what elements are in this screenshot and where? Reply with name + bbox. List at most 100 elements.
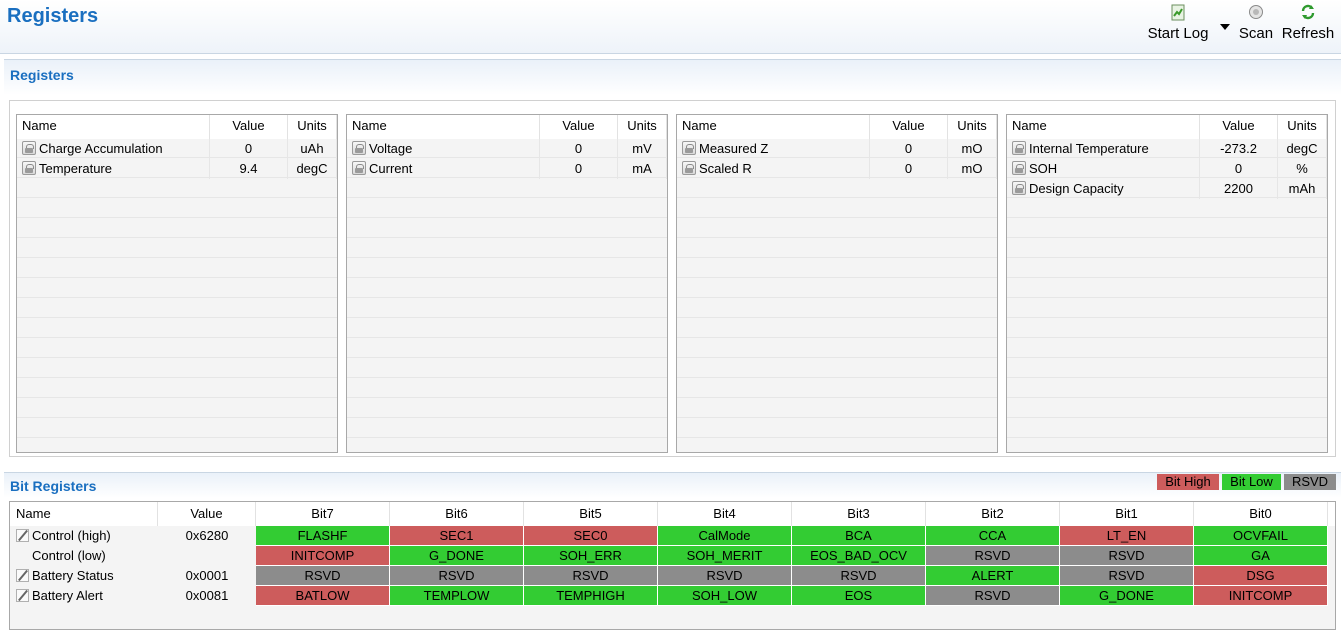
register-table-1[interactable]: Name Value Units Charge Accumulation 0 u…	[16, 114, 338, 453]
refresh-label: Refresh	[1281, 25, 1335, 42]
bit-cell[interactable]: SEC0	[524, 526, 658, 546]
table-row[interactable]: Design Capacity 2200 mAh	[1007, 179, 1327, 199]
table-row[interactable]: Scaled R 0 mO	[677, 159, 997, 179]
bit-cell[interactable]: SOH_MERIT	[658, 546, 792, 566]
bit-cell[interactable]: RSVD	[792, 566, 926, 586]
lock-icon	[352, 141, 366, 155]
bit-cell[interactable]: EOS	[792, 586, 926, 606]
bit-cell[interactable]: BCA	[792, 526, 926, 546]
table-row[interactable]: Measured Z 0 mO	[677, 139, 997, 159]
bit-cell[interactable]: RSVD	[1060, 566, 1194, 586]
register-units: mO	[948, 139, 997, 159]
column-header-bit1[interactable]: Bit1	[1060, 502, 1194, 526]
bit-cell[interactable]: RSVD	[1060, 546, 1194, 566]
column-header-value[interactable]: Value	[870, 115, 948, 139]
table-row[interactable]: SOH 0 %	[1007, 159, 1327, 179]
column-header-units[interactable]: Units	[948, 115, 997, 139]
bit-cell[interactable]: TEMPLOW	[390, 586, 524, 606]
table-row[interactable]: Internal Temperature -273.2 degC	[1007, 139, 1327, 159]
bit-cell[interactable]: G_DONE	[390, 546, 524, 566]
bit-cell[interactable]: RSVD	[524, 566, 658, 586]
column-header-value[interactable]: Value	[540, 115, 618, 139]
column-header-bit6[interactable]: Bit6	[390, 502, 524, 526]
bit-cell[interactable]: GA	[1194, 546, 1328, 566]
register-name: Voltage	[369, 141, 413, 156]
column-header-name[interactable]: Name	[347, 115, 540, 139]
column-header-value[interactable]: Value	[1200, 115, 1278, 139]
table-row[interactable]: Control (low) INITCOMP G_DONE SOH_ERR SOH_ME…	[10, 546, 1335, 566]
bit-cell[interactable]: ALERT	[926, 566, 1060, 586]
edit-icon[interactable]	[16, 569, 29, 582]
table-row[interactable]: Temperature 9.4 degC	[17, 159, 337, 179]
register-table-4[interactable]: Name Value Units Internal Temperature -2…	[1006, 114, 1328, 453]
start-log-button[interactable]: Start Log	[1144, 4, 1212, 42]
refresh-button[interactable]: Refresh	[1278, 4, 1338, 42]
register-name-cell: Current	[347, 159, 540, 179]
column-header-units[interactable]: Units	[1278, 115, 1327, 139]
column-header-bit4[interactable]: Bit4	[658, 502, 792, 526]
bit-cell[interactable]: INITCOMP	[1194, 586, 1328, 606]
lock-icon	[1012, 181, 1026, 195]
register-name-cell: SOH	[1007, 159, 1200, 179]
register-name: Temperature	[39, 161, 112, 176]
edit-icon[interactable]	[16, 589, 29, 602]
column-header-name[interactable]: Name	[677, 115, 870, 139]
column-header-name[interactable]: Name	[1007, 115, 1200, 139]
column-header-value[interactable]: Value	[210, 115, 288, 139]
register-units: mA	[618, 159, 667, 179]
column-header-value[interactable]: Value	[158, 502, 256, 526]
table-row[interactable]: Battery Status 0x0001 RSVD RSVD RSVD RSVD RSVD…	[10, 566, 1335, 586]
register-value: -273.2	[1200, 139, 1278, 159]
column-header-units[interactable]: Units	[288, 115, 337, 139]
register-name: Charge Accumulation	[39, 141, 163, 156]
bit-cell[interactable]: RSVD	[926, 546, 1060, 566]
column-header-bit3[interactable]: Bit3	[792, 502, 926, 526]
edit-icon[interactable]	[16, 529, 29, 542]
bit-register-name: Battery Status	[32, 568, 114, 583]
column-header-bit7[interactable]: Bit7	[256, 502, 390, 526]
bit-cell[interactable]: FLASHF	[256, 526, 390, 546]
table-row[interactable]: Current 0 mA	[347, 159, 667, 179]
column-header-bit0[interactable]: Bit0	[1194, 502, 1328, 526]
bit-cell[interactable]: CalMode	[658, 526, 792, 546]
register-value: 0	[540, 159, 618, 179]
lock-icon	[22, 161, 36, 175]
scan-button[interactable]: Scan	[1236, 4, 1276, 42]
table-row[interactable]: Battery Alert 0x0081 BATLOW TEMPLOW TEMPHIGH…	[10, 586, 1335, 606]
bit-cell[interactable]: EOS_BAD_OCV	[792, 546, 926, 566]
bit-cell[interactable]: G_DONE	[1060, 586, 1194, 606]
bit-cell[interactable]: TEMPHIGH	[524, 586, 658, 606]
bit-cell[interactable]: DSG	[1194, 566, 1328, 586]
column-header-name[interactable]: Name	[10, 502, 158, 526]
bit-cell[interactable]: CCA	[926, 526, 1060, 546]
lock-icon	[352, 161, 366, 175]
bit-cell[interactable]: BATLOW	[256, 586, 390, 606]
table-row[interactable]: Control (high) 0x6280 FLASHF SEC1 SEC0 CalMod…	[10, 526, 1335, 546]
column-header-units[interactable]: Units	[618, 115, 667, 139]
bit-registers-table[interactable]: Name Value Bit7 Bit6 Bit5 Bit4 Bit3 Bit2…	[9, 501, 1336, 630]
bit-cell[interactable]: RSVD	[390, 566, 524, 586]
bit-register-name-cell: Battery Alert	[10, 586, 158, 606]
bit-cell[interactable]: RSVD	[926, 586, 1060, 606]
bit-cell[interactable]: SEC1	[390, 526, 524, 546]
column-header-name[interactable]: Name	[17, 115, 210, 139]
register-value: 2200	[1200, 179, 1278, 199]
register-name-cell: Temperature	[17, 159, 210, 179]
lock-icon	[682, 141, 696, 155]
bit-cell[interactable]: OCVFAIL	[1194, 526, 1328, 546]
bit-cell[interactable]: SOH_LOW	[658, 586, 792, 606]
bit-cell[interactable]: RSVD	[256, 566, 390, 586]
lock-icon	[1012, 141, 1026, 155]
column-header-bit5[interactable]: Bit5	[524, 502, 658, 526]
register-table-3[interactable]: Name Value Units Measured Z 0 mO Scaled …	[676, 114, 998, 453]
register-table-2[interactable]: Name Value Units Voltage 0 mV Current 0 …	[346, 114, 668, 453]
register-value: 0	[870, 139, 948, 159]
bit-cell[interactable]: INITCOMP	[256, 546, 390, 566]
column-header-bit2[interactable]: Bit2	[926, 502, 1060, 526]
bit-cell[interactable]: RSVD	[658, 566, 792, 586]
table-row[interactable]: Charge Accumulation 0 uAh	[17, 139, 337, 159]
start-log-dropdown[interactable]	[1218, 17, 1232, 34]
bit-cell[interactable]: LT_EN	[1060, 526, 1194, 546]
bit-cell[interactable]: SOH_ERR	[524, 546, 658, 566]
table-row[interactable]: Voltage 0 mV	[347, 139, 667, 159]
